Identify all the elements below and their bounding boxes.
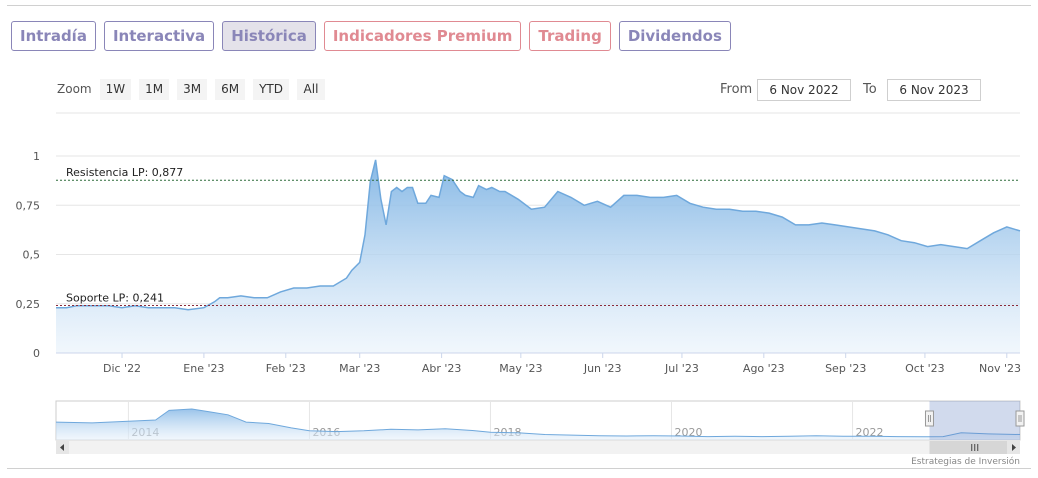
bottom-divider: [7, 468, 1031, 469]
zoom-1m-button[interactable]: 1M: [139, 78, 170, 100]
y-tick-label: 0,25: [16, 298, 41, 311]
x-tick-label: May '23: [499, 362, 542, 375]
zoom-1w-button[interactable]: 1W: [99, 78, 132, 100]
y-tick-label: 0,75: [16, 199, 41, 212]
support-label: Soporte LP: 0,241: [66, 292, 164, 305]
x-tick-label: Sep '23: [825, 362, 866, 375]
chart-tabs: Intradía Interactiva Histórica Indicador…: [11, 21, 731, 51]
x-tick-label: Jun '23: [583, 362, 622, 375]
navigator-right-handle[interactable]: [1015, 410, 1025, 427]
navigator-line: [55, 408, 1021, 438]
arrow-right-icon: [1012, 444, 1016, 451]
navigator-scrollbar-track: [56, 441, 1020, 454]
zoom-3m-button[interactable]: 3M: [177, 78, 208, 100]
price-area-fill: [56, 159, 1020, 353]
y-tick-label: 0: [33, 347, 40, 360]
zoom-bar: Zoom 1W 1M 3M 6M YTD All: [57, 78, 333, 100]
tab-intradia[interactable]: Intradía: [11, 21, 96, 51]
tab-historica[interactable]: Histórica: [222, 21, 316, 51]
y-tick-label: 1: [33, 150, 40, 163]
to-label: To: [863, 81, 877, 97]
navigator-left-handle[interactable]: [924, 410, 934, 427]
resistance-label: Resistencia LP: 0,877: [66, 166, 183, 179]
zoom-ytd-button[interactable]: YTD: [253, 78, 289, 100]
x-tick-label: Oct '23: [905, 362, 945, 375]
x-tick-label: Feb '23: [266, 362, 306, 375]
tab-trading[interactable]: Trading: [529, 21, 611, 51]
chart-credit: Estrategias de Inversión: [911, 456, 1020, 467]
arrow-left-icon: [60, 444, 64, 451]
navigator-selection: [929, 401, 1020, 440]
tab-interactiva[interactable]: Interactiva: [103, 21, 215, 51]
top-divider: [7, 5, 1031, 6]
x-tick-label: Ago '23: [743, 362, 785, 375]
x-tick-label: Abr '23: [422, 362, 462, 375]
from-label: From: [720, 81, 753, 97]
tab-dividendos[interactable]: Dividendos: [618, 21, 731, 51]
x-tick-label: Ene '23: [183, 362, 224, 375]
navigator-year-label: 2022: [856, 426, 884, 439]
from-date-input[interactable]: 6 Nov 2022: [757, 79, 851, 101]
navigator-area: [56, 409, 1020, 440]
zoom-all-button[interactable]: All: [297, 78, 325, 100]
tab-indicadores-premium[interactable]: Indicadores Premium: [323, 21, 522, 51]
x-tick-label: Dic '22: [103, 362, 141, 375]
x-tick-label: Nov '23: [979, 362, 1021, 375]
x-tick-label: Mar '23: [339, 362, 380, 375]
price-series-line: [56, 159, 1021, 311]
zoom-6m-button[interactable]: 6M: [215, 78, 246, 100]
zoom-label: Zoom: [57, 82, 92, 96]
to-date-input[interactable]: 6 Nov 2023: [887, 79, 981, 101]
y-tick-label: 0,5: [23, 249, 41, 262]
x-tick-label: Jul '23: [664, 362, 699, 375]
